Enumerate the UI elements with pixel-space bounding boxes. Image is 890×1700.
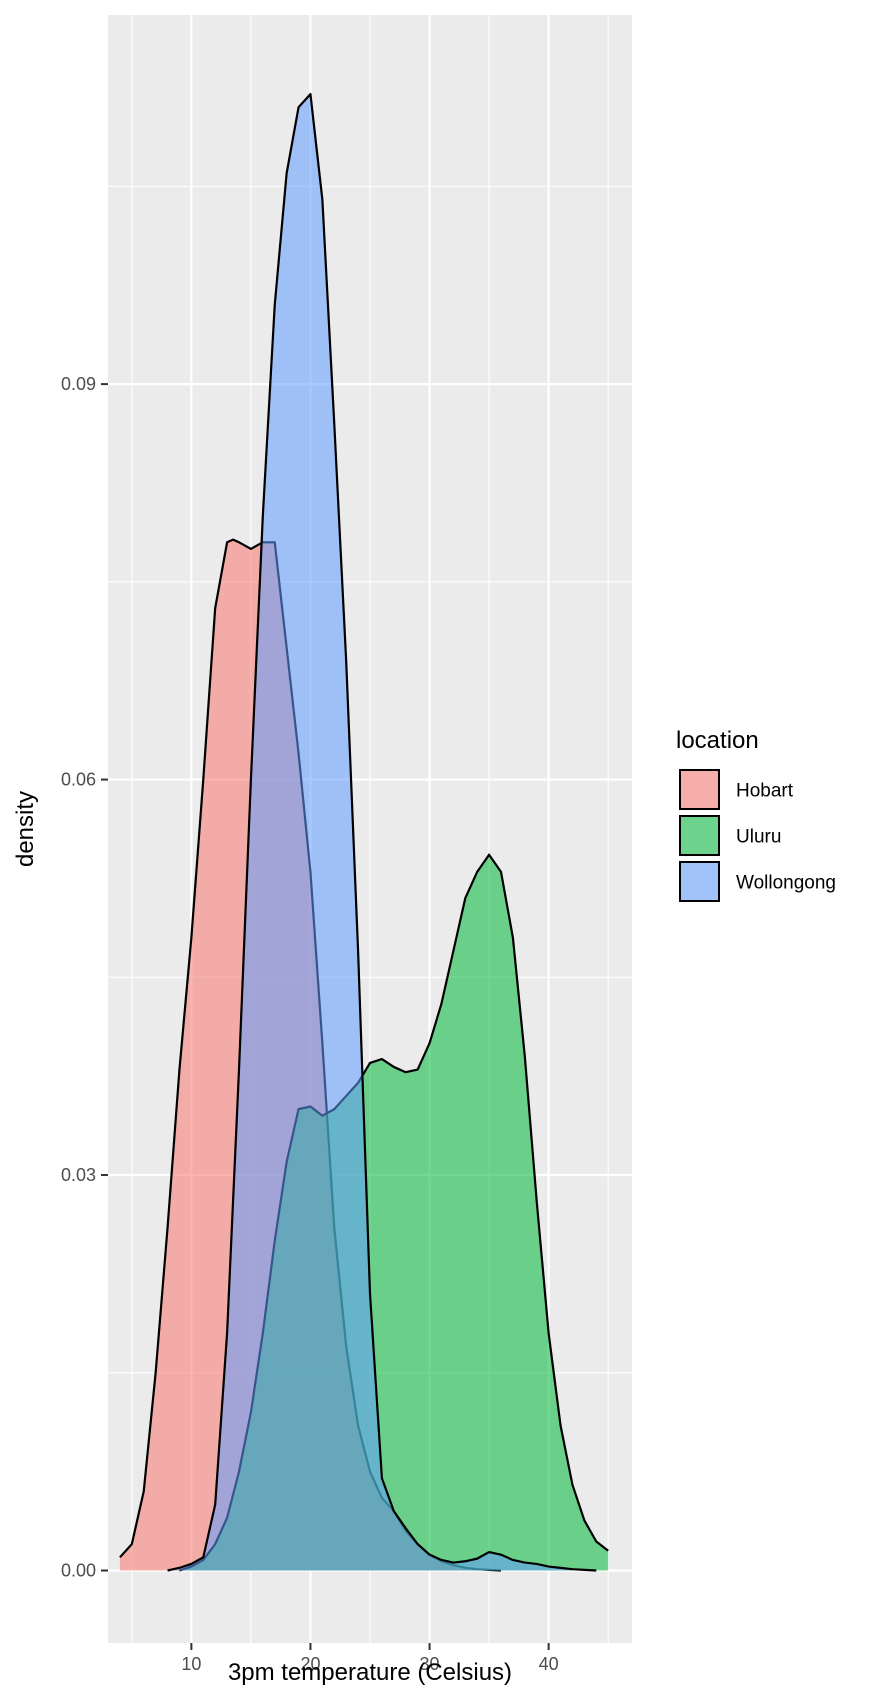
legend-label-uluru: Uluru (736, 827, 781, 848)
y-tick-label: 0.09 (61, 374, 96, 394)
legend-label-hobart: Hobart (736, 781, 794, 802)
x-tick-label: 10 (181, 1654, 201, 1674)
density-series-layer (119, 92, 609, 1572)
legend-key-hobart (679, 769, 720, 810)
legend: location Hobart Uluru Wollongong (676, 727, 836, 902)
x-axis: 10 20 30 40 (181, 1643, 559, 1674)
density-line-wollongong (167, 92, 597, 1572)
x-axis-title: 3pm temperature (Celsius) (228, 1659, 512, 1686)
y-tick-label: 0.06 (61, 770, 96, 790)
legend-key-wollongong (679, 861, 720, 902)
legend-key-uluru (679, 815, 720, 856)
x-tick-label: 30 (420, 1654, 440, 1674)
legend-items: Hobart Uluru Wollongong (679, 769, 836, 902)
y-axis-title: density (12, 791, 39, 867)
y-tick-label: 0.00 (61, 1560, 96, 1580)
density-area-wollongong (167, 94, 597, 1571)
legend-label-wollongong: Wollongong (736, 873, 836, 894)
legend-title: location (676, 727, 759, 754)
x-tick-label: 40 (539, 1654, 559, 1674)
x-tick-label: 20 (300, 1654, 320, 1674)
y-tick-label: 0.03 (61, 1165, 96, 1185)
y-axis: 0.00 0.03 0.06 0.09 (61, 374, 108, 1580)
